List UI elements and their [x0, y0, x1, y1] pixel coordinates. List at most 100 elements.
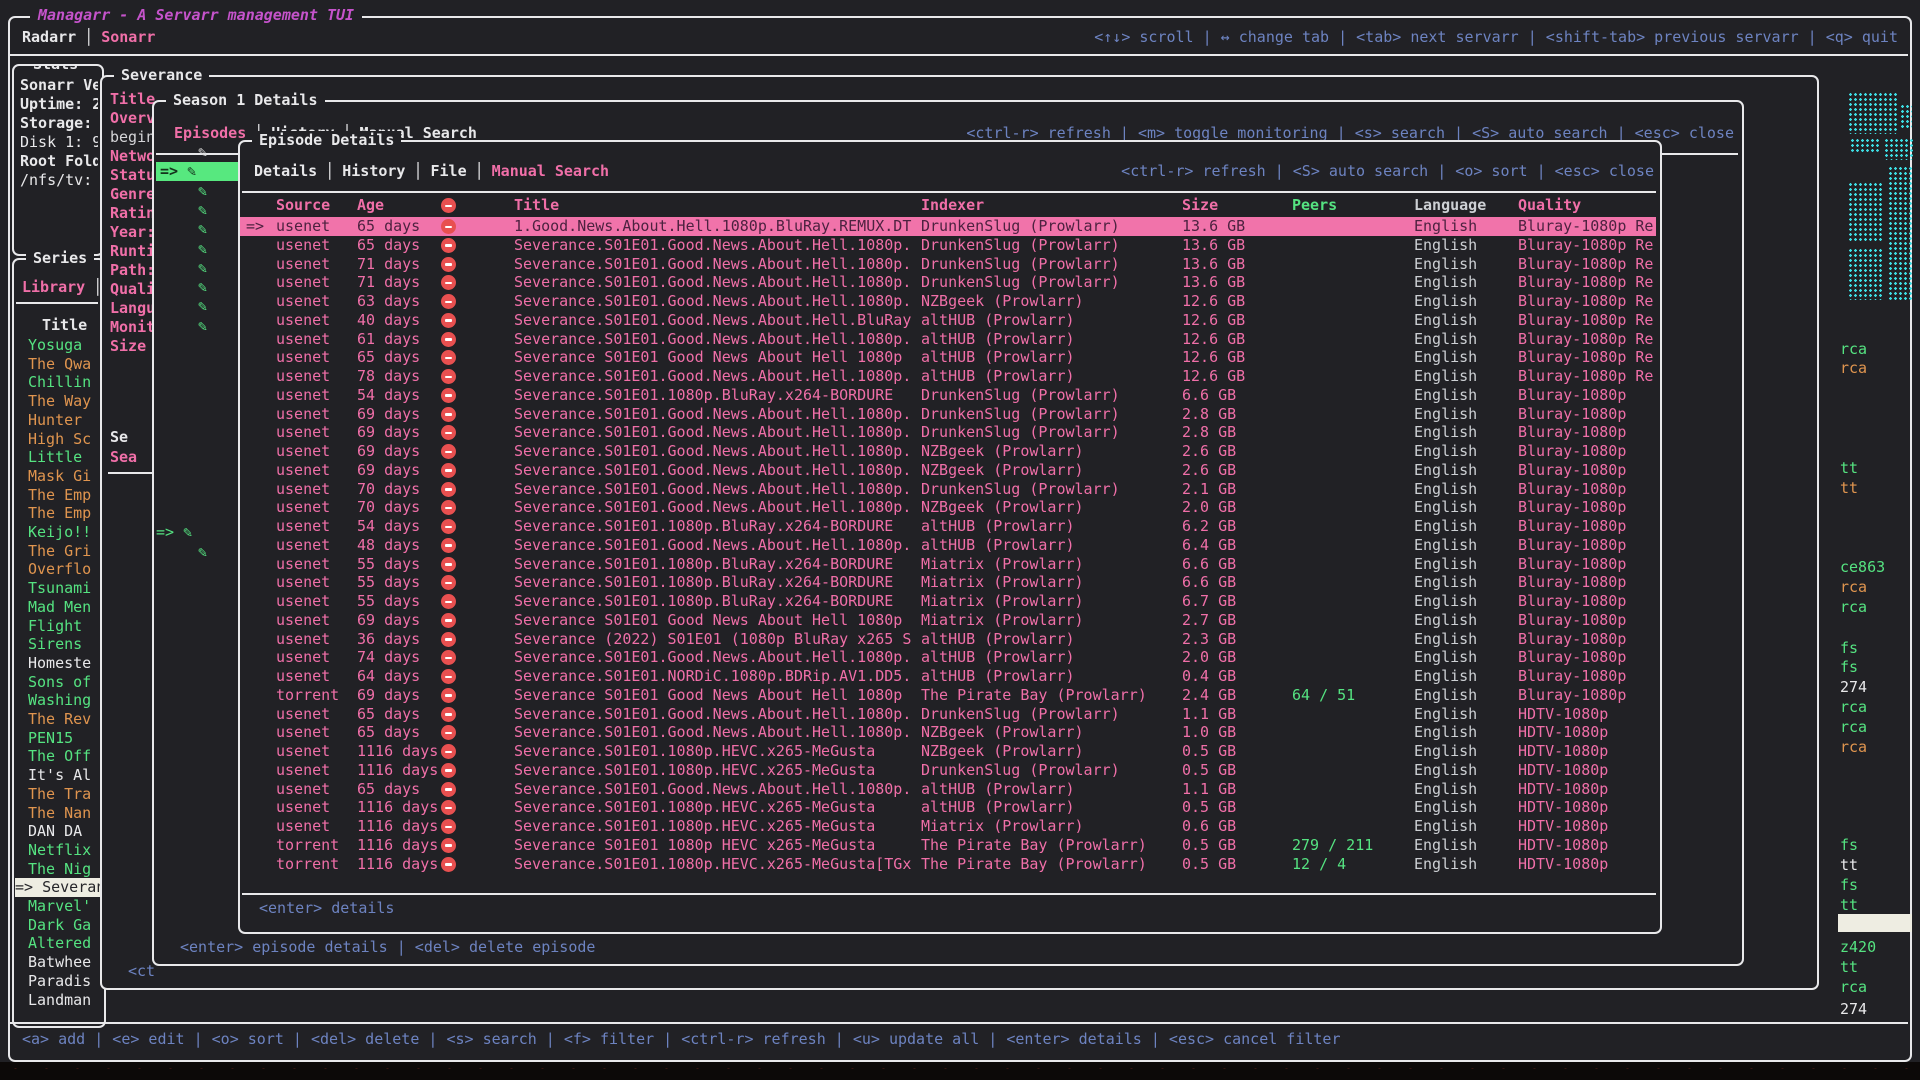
series-list-item[interactable]: Landman [28, 990, 92, 1009]
series-list-item[interactable]: Homeste [28, 653, 92, 672]
release-row[interactable]: usenet 70 days Severance.S01E01.Good.News.… [240, 480, 1656, 499]
series-list-item[interactable]: Mask Gi [28, 466, 92, 485]
release-cell: English [1414, 254, 1478, 273]
monitor-pencil-icon[interactable]: ✎ [198, 258, 208, 277]
release-row[interactable]: usenet 65 days Severance.S01E01.Good.News.… [240, 236, 1656, 255]
tab-details[interactable]: Details [254, 162, 318, 180]
tab-file[interactable]: File [430, 162, 467, 180]
release-row[interactable]: usenet 1116 days Severance.S01E01.1080p.HE… [240, 742, 1656, 761]
series-list-item[interactable]: Hunter [28, 410, 83, 429]
release-cell: English [1414, 460, 1478, 479]
release-row[interactable]: usenet 74 days Severance.S01E01.Good.News.… [240, 648, 1656, 667]
series-list-item[interactable]: It's Al [28, 766, 92, 785]
series-list-item[interactable]: DAN DA [28, 822, 83, 841]
release-cell [441, 217, 514, 236]
release-row[interactable]: usenet 71 days Severance.S01E01.Good.News.… [240, 273, 1656, 292]
series-list-item[interactable]: The Rev [28, 710, 92, 728]
release-row[interactable]: usenet 65 days Severance S01E01 Good News … [240, 348, 1656, 367]
series-list-item[interactable]: The Off [28, 747, 92, 766]
series-list-item[interactable]: Netflix [28, 840, 92, 859]
release-row[interactable]: usenet 65 days Severance.S01E01.Good.News.… [240, 723, 1656, 742]
series-list-item[interactable]: The Nig [28, 859, 92, 878]
tab-episode-history[interactable]: History [342, 162, 406, 180]
release-row[interactable]: usenet 54 days Severance.S01E01.1080p.BluR… [240, 517, 1656, 536]
series-list-item[interactable]: Keijo!! [28, 523, 92, 541]
series-list-item[interactable]: Paradis [28, 971, 92, 990]
series-list-item[interactable]: The Emp [28, 504, 92, 523]
release-row[interactable]: usenet 65 days Severance.S01E01.Good.News.… [240, 780, 1656, 799]
monitor-pencil-icon[interactable]: ✎ [198, 278, 208, 297]
series-list-item[interactable]: Sons of [28, 672, 92, 691]
release-row[interactable]: usenet 61 days Severance.S01E01.Good.News.… [240, 330, 1656, 349]
series-list-item[interactable]: The Emp [28, 485, 92, 504]
series-list-item[interactable]: Mad Men [28, 597, 92, 616]
series-list-item[interactable]: Dark Ga [28, 915, 92, 934]
monitor-pencil-icon[interactable]: ✎ [198, 239, 208, 258]
release-row[interactable]: usenet 48 days Severance.S01E01.Good.News.… [240, 536, 1656, 555]
release-row[interactable]: torrent 69 days Severance S01E01 Good News… [240, 686, 1656, 705]
series-list-item[interactable]: Yosuga [28, 336, 83, 354]
release-row[interactable]: usenet 1116 days Severance.S01E01.1080p.HE… [240, 817, 1656, 836]
release-row[interactable]: usenet 69 days Severance S01E01 Good News … [240, 611, 1656, 630]
series-list-item[interactable]: PEN15 [28, 728, 74, 747]
release-row[interactable]: usenet 78 days Severance.S01E01.Good.News.… [240, 367, 1656, 386]
release-row[interactable]: torrent 1116 days Severance S01E01 1080p H… [240, 836, 1656, 855]
series-list-item[interactable]: The Gri [28, 541, 92, 560]
monitor-pencil-icon[interactable]: ✎ [198, 297, 208, 316]
tab-sonarr[interactable]: Sonarr [101, 28, 156, 46]
series-list-item[interactable]: The Tra [28, 784, 92, 803]
release-row[interactable]: usenet 69 days Severance.S01E01.Good.News.… [240, 461, 1656, 480]
series-list-item[interactable]: Batwhee [28, 953, 92, 972]
series-detail-field-label: Year: [110, 223, 156, 241]
release-row[interactable]: usenet 36 days Severance (2022) S01E01 (10… [240, 630, 1656, 649]
selected-row-marker [240, 723, 276, 742]
tab-episodes[interactable]: Episodes [174, 124, 247, 142]
release-row[interactable]: usenet 69 days Severance.S01E01.Good.News.… [240, 442, 1656, 461]
release-row[interactable]: usenet 69 days Severance.S01E01.Good.News.… [240, 423, 1656, 442]
release-row[interactable]: usenet 55 days Severance.S01E01.1080p.BluR… [240, 592, 1656, 611]
release-cell: 13.6 GB [1182, 273, 1246, 292]
series-list-item[interactable]: The Way [28, 392, 92, 411]
release-cell: 1.1 GB [1182, 704, 1237, 723]
release-row[interactable]: => usenet 65 days 1.Good.News.About.Hell.10… [240, 217, 1656, 236]
tab-episode-manual-search[interactable]: Manual Search [491, 162, 610, 180]
reject-icon [441, 198, 456, 213]
series-list-item-selected[interactable]: => Severan [15, 878, 100, 898]
release-row[interactable]: usenet 55 days Severance.S01E01.1080p.BluR… [240, 555, 1656, 574]
monitor-pencil-icon[interactable]: ✎ [198, 200, 208, 219]
monitor-pencil-icon[interactable]: ✎ [198, 181, 208, 200]
tab-library[interactable]: Library │ [22, 278, 103, 296]
release-row[interactable]: torrent 1116 days Severance.S01E01.1080p.H… [240, 855, 1656, 874]
series-list-item[interactable]: The Qwa [28, 354, 92, 373]
series-list-item[interactable]: Chillin [28, 373, 92, 392]
tab-radarr[interactable]: Radarr [22, 28, 77, 46]
series-list-item[interactable]: The Nan [28, 803, 92, 822]
release-row[interactable]: usenet 65 days Severance.S01E01.Good.News.… [240, 705, 1656, 724]
series-list-item[interactable]: Flight [28, 616, 83, 635]
series-list-item[interactable]: Sirens [28, 635, 83, 654]
series-list-item[interactable]: Marvel' [28, 897, 92, 915]
release-row[interactable]: usenet 54 days Severance.S01E01.1080p.BluR… [240, 386, 1656, 405]
series-list-item[interactable]: Altered [28, 934, 92, 953]
release-row[interactable]: usenet 40 days Severance.S01E01.Good.News.… [240, 311, 1656, 330]
monitor-pencil-icon[interactable]: ✎ [198, 316, 208, 335]
monitor-pencil-icon[interactable]: ✎ [198, 220, 208, 239]
release-row[interactable]: usenet 1116 days Severance.S01E01.1080p.HE… [240, 798, 1656, 817]
stats-line: Root Folde [20, 152, 98, 170]
series-list-item[interactable]: Tsunami [28, 579, 92, 598]
release-row[interactable]: usenet 69 days Severance.S01E01.Good.News.… [240, 405, 1656, 424]
selected-episode-row[interactable]: => ✎ [156, 162, 240, 181]
series-list-item[interactable]: Little [28, 448, 83, 467]
release-row[interactable]: usenet 70 days Severance.S01E01.Good.News.… [240, 498, 1656, 517]
monitor-pencil-icon[interactable]: ✎ [198, 143, 208, 161]
release-cell: torrent [276, 685, 340, 704]
series-list-item[interactable]: Washing [28, 691, 92, 710]
release-row[interactable]: usenet 1116 days Severance.S01E01.1080p.HE… [240, 761, 1656, 780]
release-row[interactable]: usenet 64 days Severance.S01E01.NORDiC.108… [240, 667, 1656, 686]
series-list-item[interactable]: Overflo [28, 560, 92, 579]
release-row[interactable]: usenet 55 days Severance.S01E01.1080p.BluR… [240, 573, 1656, 592]
series-list-item[interactable]: High Sc [28, 429, 92, 448]
release-row[interactable]: usenet 71 days Severance.S01E01.Good.News.… [240, 255, 1656, 274]
release-cell: 69 days [357, 685, 421, 704]
release-row[interactable]: usenet 63 days Severance.S01E01.Good.News.… [240, 292, 1656, 311]
